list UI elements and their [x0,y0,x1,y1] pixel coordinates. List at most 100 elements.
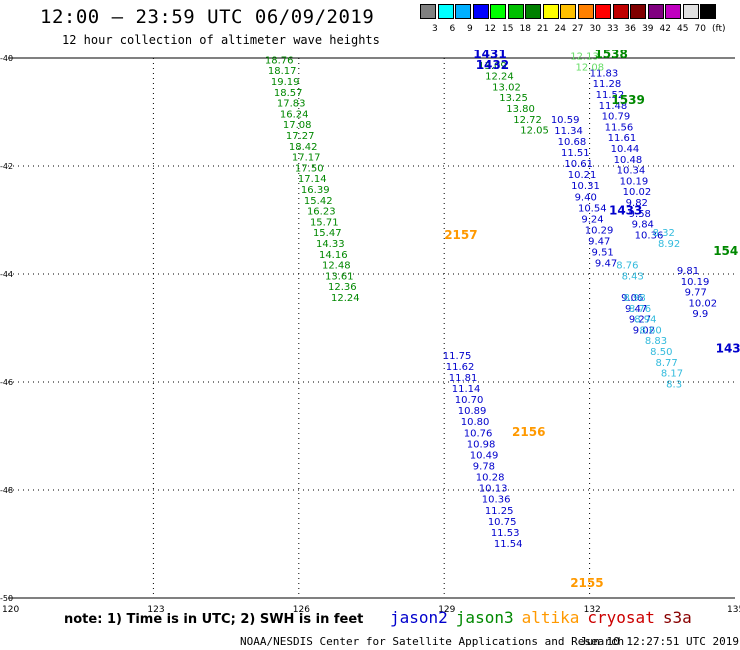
lon-label: 135 [727,605,740,615]
lon-label: 129 [438,605,455,615]
pass-time-label: 2156 [512,425,545,439]
colorbar-label: 9 [467,24,473,34]
wave-height-label: 17.17 [292,153,321,164]
legend-note: note: 1) Time is in UTC; 2) SWH is in fe… [64,612,364,627]
wave-height-label: 9.27 [629,315,651,326]
wave-height-label: 9.47 [588,237,610,248]
colorbar-label: 39 [642,24,654,34]
lat-label: -50 [0,594,13,603]
wave-height-label: 15.42 [304,196,333,207]
wave-height-label: 13.25 [499,93,528,104]
wave-height-label: 11.75 [443,351,472,362]
pass-time-label: 2155 [570,576,603,590]
wave-height-label: 8.50 [650,347,672,358]
wave-height-label: 12.08 [576,62,605,73]
wave-height-label: 10.49 [470,450,499,461]
wave-height-label: 10.02 [623,187,652,198]
wave-height-label: 16.24 [280,109,309,120]
wave-height-label: 9.58 [629,209,651,220]
wave-height-label: 9.51 [592,248,614,259]
legend-altika: altika [521,608,580,627]
wave-height-label: 17.50 [295,163,324,174]
colorbar-cell [560,4,576,19]
wave-height-label: 9.24 [581,214,603,225]
wave-height-label: 10.59 [551,115,580,126]
colorbar-label: 12 [484,24,496,34]
wave-height-label: 15.47 [313,228,342,239]
wave-height-label: 17.14 [298,174,327,185]
wave-height-label: 13.02 [492,82,521,93]
wave-height-label: 13.61 [325,271,354,282]
wave-height-label: 8.94 [634,315,656,326]
colorbar-label: 45 [677,24,689,34]
colorbar-label: 3 [432,24,438,34]
legend-jason3: jason3 [455,608,514,627]
pass-time-label: 1538 [594,47,627,61]
wave-height-label: 19.19 [271,77,300,88]
wave-height-label: 10.89 [458,406,487,417]
wave-height-label: 11.14 [452,384,481,395]
wave-height-label: 10.29 [585,226,614,237]
wave-height-label: 8.83 [645,336,667,347]
lat-label: -42 [0,162,13,171]
pass-time-label: 1431 [473,47,506,61]
colorbar-label: 42 [659,24,671,34]
wave-height-label: 16.23 [307,207,336,218]
wave-height-label: 10.21 [568,170,597,181]
wave-height-label: 8.92 [658,239,680,250]
lon-label: 120 [2,605,19,615]
wave-height-label: 10.34 [617,166,646,177]
colorbar-cell [577,4,594,19]
page-title: 12:00 – 23:59 UTC 06/09/2019 [40,6,375,28]
wave-height-label: 12.36 [328,282,357,293]
wave-height-label: 12.48 [322,261,351,272]
colorbar-cell [612,4,629,19]
wave-height-label: 17.83 [277,99,306,110]
footer-credit: NOAA/NESDIS Center for Satellite Applica… [240,635,625,648]
colorbar-cell [647,4,664,19]
wave-height-label: 18.17 [268,66,297,77]
wave-height-label: 13.80 [506,104,535,115]
wave-height-label: 13.09 [478,61,507,72]
wave-height-label: 10.36 [635,230,664,241]
wave-height-label: 11.54 [494,539,523,550]
wave-height-label: 17.27 [286,131,315,142]
wave-height-label: 9.06 [621,293,643,304]
wave-height-label: 12.24 [331,293,360,304]
wave-height-label: 10.61 [564,159,593,170]
wave-height-label: 9.02 [633,325,655,336]
colorbar-cell [542,4,559,19]
wave-height-label: 12.05 [520,126,549,137]
pass-time-label: 154 [713,244,738,258]
wave-height-label: 11.53 [491,528,520,539]
wave-height-label: 10.36 [482,495,511,506]
colorbar-label: 33 [607,24,619,34]
wave-height-label: 11.56 [605,122,634,133]
wave-height-label: 17.08 [283,120,312,131]
lon-label: 126 [293,605,310,615]
wave-height-label: 9.82 [626,198,648,209]
colorbar-cell [490,4,506,19]
wave-height-label: 9.47 [625,304,647,315]
colorbar-cell [472,4,489,19]
colorbar-cell [420,4,436,19]
wave-height-label: 9.40 [575,192,597,203]
colorbar-label: (ft) [712,24,726,34]
colorbar-cell [595,4,611,19]
track-layer: 18.7618.1719.1918.5717.8316.2417.0817.27… [265,47,740,590]
wave-height-label: 11.62 [446,362,475,373]
colorbar-label: 27 [572,24,584,34]
colorbar-cell [455,4,471,19]
wave-height-label: 10.28 [476,473,505,484]
wave-height-label: 8.43 [622,271,644,282]
footer-timestamp: Jun 10 12:27:51 UTC 2019 [580,635,739,648]
lat-label: -40 [0,54,13,63]
satellite-legend: jason2 jason3 altika cryosat s3a [390,608,700,627]
wave-height-label: 10.02 [688,298,717,309]
lat-label: -46 [0,378,13,387]
wave-height-label: 11.34 [554,126,583,137]
colorbar-cell [700,4,716,19]
legend-s3a: s3a [662,608,692,627]
wave-height-label: 8.76 [629,304,651,315]
